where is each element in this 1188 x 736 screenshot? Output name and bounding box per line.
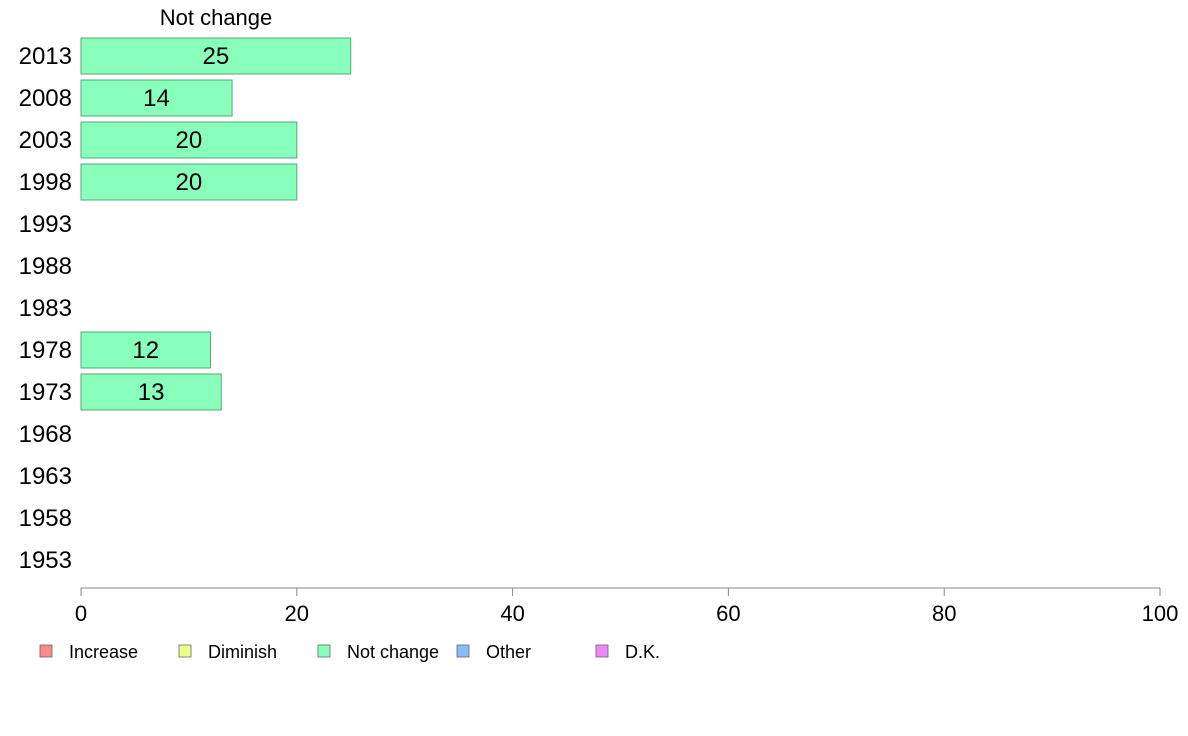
x-tick-label-0: 0 [75,601,87,626]
bar-value-label-1978: 12 [132,337,159,364]
bar-value-label-2008: 14 [143,85,170,112]
y-tick-label-1998: 1998 [19,169,72,196]
x-tick-label-20: 20 [285,601,309,626]
legend-label-2: Not change [347,642,439,662]
y-tick-label-1988: 1988 [19,253,72,280]
bar-1978 [80,331,211,369]
y-tick-label-1978: 1978 [19,337,72,364]
x-tick-label-60: 60 [716,601,740,626]
chart-title: Not change [160,5,273,30]
x-tick-label-40: 40 [500,601,524,626]
y-tick-label-2013: 2013 [19,43,72,70]
legend-label-3: Other [486,642,531,662]
y-tick-label-1953: 1953 [19,547,72,574]
y-tick-label-1983: 1983 [19,295,72,322]
legend-swatch-0 [39,644,53,658]
y-tick-label-1968: 1968 [19,421,72,448]
y-tick-label-2003: 2003 [19,127,72,154]
legend-label-4: D.K. [625,642,660,662]
legend: Increase Diminish Not change Other D.K. [39,642,660,662]
x-tick-label-100: 100 [1142,601,1179,626]
bar-value-label-1998: 20 [176,169,203,196]
y-axis-tick-labels: 2013 2008 2003 1998 1993 1988 1983 1978 1973 1968… [19,43,72,574]
legend-swatch-4 [595,644,609,658]
bar-2013 [80,37,352,75]
y-tick-label-1963: 1963 [19,463,72,490]
x-axis: 0 20 40 60 80 100 [75,587,1179,626]
bar-2003 [80,121,298,159]
legend-swatch-2 [317,644,331,658]
bar-value-label-2003: 20 [176,127,203,154]
bar-1998 [80,163,298,201]
legend-swatch-1 [178,644,192,658]
bar-2008 [80,79,233,117]
y-tick-label-1958: 1958 [19,505,72,532]
y-tick-label-2008: 2008 [19,85,72,112]
legend-label-1: Diminish [208,642,277,662]
bar-1973 [80,373,222,411]
y-tick-label-1993: 1993 [19,211,72,238]
legend-label-0: Increase [69,642,138,662]
legend-swatch-3 [456,644,470,658]
bar-value-label-1973: 13 [138,379,165,406]
y-tick-label-1973: 1973 [19,379,72,406]
x-tick-label-80: 80 [932,601,956,626]
bar-value-label-2013: 25 [203,43,230,70]
